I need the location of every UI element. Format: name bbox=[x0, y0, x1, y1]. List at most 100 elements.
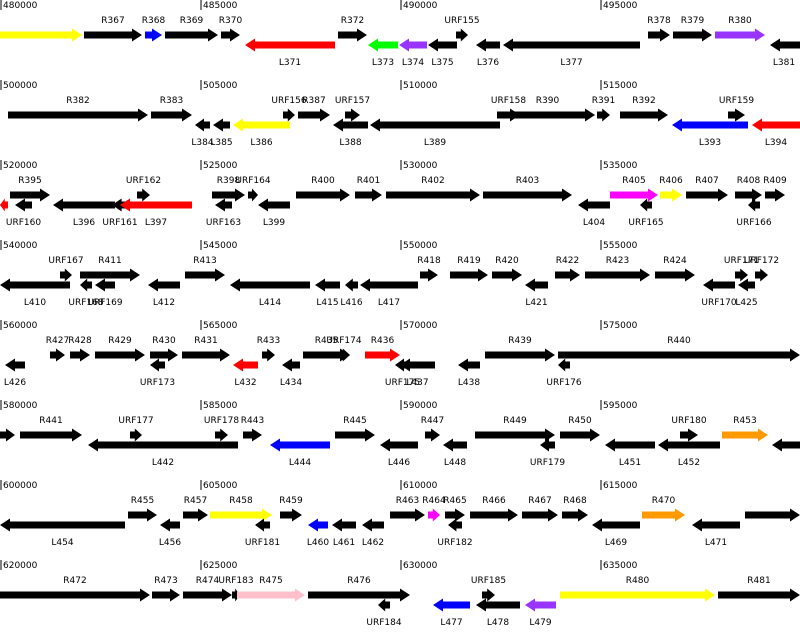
gene-arrow bbox=[345, 108, 360, 122]
gene-arrow bbox=[672, 118, 748, 132]
gene-arrow bbox=[642, 508, 685, 522]
tick-label: 515000 bbox=[603, 81, 638, 91]
gene-label: R467 bbox=[528, 496, 551, 506]
gene-arrow bbox=[60, 268, 72, 282]
gene-label: L442 bbox=[152, 458, 174, 468]
gene-arrow bbox=[0, 278, 70, 292]
gene-label: URF168 bbox=[68, 298, 103, 308]
gene-arrow bbox=[355, 188, 382, 202]
gene-arrow bbox=[378, 598, 390, 612]
gene-label: URF170 bbox=[701, 298, 736, 308]
gene-arrow bbox=[482, 588, 495, 602]
gene-arrow bbox=[308, 588, 410, 602]
gene-arrow bbox=[448, 518, 462, 532]
gene-arrow bbox=[648, 28, 670, 42]
gene-label: R473 bbox=[154, 576, 177, 586]
gene-label: URF174 bbox=[326, 336, 361, 346]
gene-label: URF158 bbox=[491, 96, 526, 106]
gene-label: URF162 bbox=[126, 176, 161, 186]
gene-arrow bbox=[395, 358, 410, 372]
gene-label: L456 bbox=[159, 538, 181, 548]
tick-label: 600000 bbox=[3, 481, 38, 491]
tick-label: 520000 bbox=[3, 161, 38, 171]
gene-arrow bbox=[160, 518, 180, 532]
gene-arrow bbox=[182, 348, 230, 362]
tick-label: 490000 bbox=[403, 1, 438, 11]
gene-label: R409 bbox=[763, 176, 787, 186]
gene-label: L399 bbox=[263, 218, 285, 228]
gene-label: L381 bbox=[773, 58, 795, 68]
gene-arrow bbox=[95, 348, 145, 362]
gene-label: L451 bbox=[619, 458, 641, 468]
gene-label: R480 bbox=[626, 576, 650, 586]
gene-label: R400 bbox=[311, 176, 335, 186]
gene-label: R408 bbox=[737, 176, 761, 186]
gene-arrow bbox=[53, 198, 115, 212]
tick-label: 595000 bbox=[603, 401, 638, 411]
gene-label: L373 bbox=[372, 58, 394, 68]
gene-arrow bbox=[148, 278, 180, 292]
tick-label: 630000 bbox=[403, 561, 438, 571]
gene-label: R402 bbox=[421, 176, 444, 186]
gene-label: R422 bbox=[556, 256, 579, 266]
gene-label: URF169 bbox=[87, 298, 122, 308]
gene-label: L446 bbox=[388, 458, 410, 468]
gene-arrow bbox=[752, 118, 800, 132]
gene-label: R370 bbox=[219, 16, 243, 26]
gene-label: L438 bbox=[458, 378, 480, 388]
gene-label: L374 bbox=[402, 58, 424, 68]
gene-label: L404 bbox=[583, 218, 605, 228]
gene-label: R423 bbox=[606, 256, 629, 266]
gene-label: L386 bbox=[250, 138, 272, 148]
gene-arrow bbox=[50, 348, 65, 362]
tick-label: 605000 bbox=[203, 481, 238, 491]
gene-arrow bbox=[145, 28, 162, 42]
gene-arrow bbox=[558, 358, 570, 372]
tick-label: 585000 bbox=[203, 401, 238, 411]
gene-label: R436 bbox=[371, 336, 395, 346]
gene-label: R470 bbox=[652, 496, 676, 506]
gene-label: R433 bbox=[257, 336, 280, 346]
gene-arrow bbox=[282, 358, 300, 372]
gene-label: R459 bbox=[279, 496, 303, 506]
gene-arrow bbox=[483, 188, 572, 202]
gene-label: URF166 bbox=[736, 218, 771, 228]
gene-label: L385 bbox=[210, 138, 232, 148]
gene-label: URF159 bbox=[719, 96, 754, 106]
tick-label: 610000 bbox=[403, 481, 438, 491]
gene-arrow bbox=[655, 268, 695, 282]
tick-label: 500000 bbox=[3, 81, 38, 91]
gene-label: R481 bbox=[747, 576, 770, 586]
gene-label: URF179 bbox=[530, 458, 565, 468]
gene-arrow bbox=[237, 588, 305, 602]
gene-arrow bbox=[715, 28, 765, 42]
gene-arrow bbox=[150, 348, 178, 362]
gene-label: R395 bbox=[18, 176, 41, 186]
gene-arrow bbox=[338, 348, 350, 362]
tick-label: 525000 bbox=[203, 161, 238, 171]
gene-arrow bbox=[165, 28, 218, 42]
gene-label: R427 bbox=[46, 336, 69, 346]
gene-label: L454 bbox=[51, 538, 73, 548]
gene-label: URF165 bbox=[628, 218, 663, 228]
gene-arrow bbox=[745, 508, 800, 522]
gene-arrow bbox=[315, 278, 340, 292]
gene-label: L416 bbox=[340, 298, 362, 308]
gene-label: R475 bbox=[259, 576, 282, 586]
gene-arrow bbox=[0, 198, 8, 212]
gene-label: L415 bbox=[316, 298, 338, 308]
gene-arrow bbox=[370, 118, 500, 132]
gene-arrow bbox=[232, 588, 240, 602]
gene-label: L478 bbox=[487, 618, 509, 628]
gene-label: R392 bbox=[632, 96, 655, 106]
gene-arrow bbox=[718, 588, 800, 602]
gene-arrow bbox=[555, 268, 580, 282]
gene-label: L471 bbox=[705, 538, 727, 548]
gene-label: L377 bbox=[560, 58, 582, 68]
gene-arrow bbox=[245, 38, 335, 52]
gene-label: L452 bbox=[678, 458, 700, 468]
gene-label: URF178 bbox=[204, 416, 239, 426]
gene-label: R440 bbox=[667, 336, 691, 346]
gene-arrow bbox=[640, 198, 652, 212]
gene-label: R458 bbox=[229, 496, 253, 506]
